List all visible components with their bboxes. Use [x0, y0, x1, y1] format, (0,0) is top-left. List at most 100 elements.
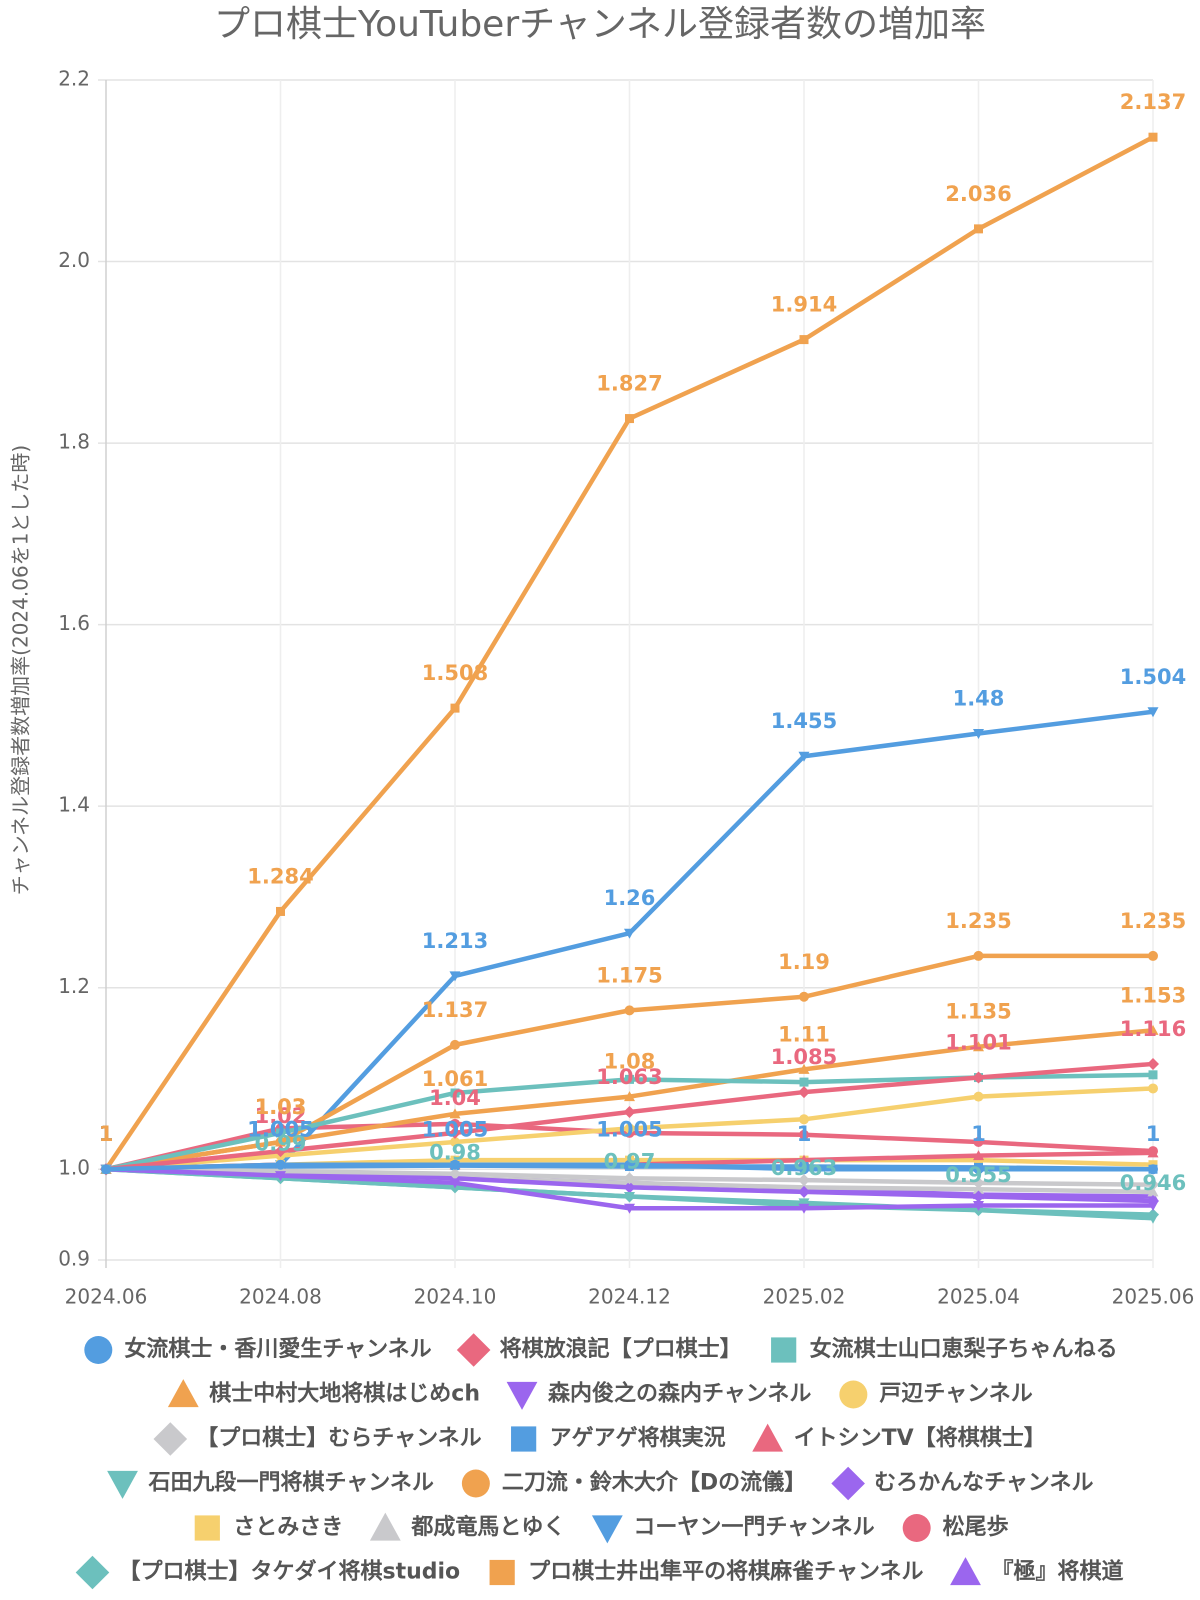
x-tick-label: 2024.06 [65, 1285, 148, 1309]
data-point [799, 1129, 809, 1140]
data-point [1147, 1201, 1159, 1212]
data-point [275, 1159, 286, 1170]
data-point [624, 1005, 635, 1016]
y-axis-label: チャンネル登録者数増加率(2024.06を1とした時) [9, 445, 33, 895]
legend-label: 女流棋士・香川愛生チャンネル [124, 1336, 431, 1362]
legend-label: 戸辺チャンネル [879, 1382, 1032, 1407]
data-point [624, 1159, 635, 1170]
data-point [450, 1088, 460, 1098]
data-label: 1 [99, 1122, 114, 1146]
data-point [798, 1203, 810, 1214]
data-point [1147, 1213, 1159, 1224]
data-point [1148, 1164, 1158, 1175]
y-tick-label: 1.8 [58, 430, 90, 454]
legend-label: むろかんなチャンネル [874, 1471, 1093, 1496]
legend-marker [75, 1555, 110, 1590]
data-point [974, 224, 983, 234]
data-label: 1.116 [1120, 1017, 1186, 1041]
data-point [450, 703, 460, 713]
data-point [972, 1176, 985, 1189]
data-label: 1.085 [771, 1045, 837, 1069]
data-label: 0.98 [429, 1140, 481, 1164]
data-label: 1 [1146, 1122, 1161, 1146]
legend-marker [752, 1423, 784, 1452]
data-label: 1.175 [596, 963, 662, 987]
data-point [972, 1190, 985, 1203]
data-label: 1.04 [429, 1086, 481, 1110]
legend-label: 将棋放浪記【プロ棋士】 [500, 1336, 742, 1362]
data-label: 1 [797, 1122, 812, 1146]
data-label: 1.48 [953, 687, 1005, 711]
data-point [973, 1137, 984, 1147]
data-label: 2.137 [1120, 90, 1186, 114]
y-tick-label: 1.2 [58, 974, 90, 998]
data-point [1148, 1070, 1158, 1080]
data-point [798, 1198, 810, 1209]
data-point [1147, 1186, 1159, 1197]
chart-title: プロ棋士YouTuberチャンネル登録者数の増加率 [214, 4, 986, 45]
data-label: 1.061 [422, 1067, 488, 1091]
legend-label: 二刀流・鈴木大介【Dの流儀】 [502, 1470, 806, 1496]
data-point [973, 1041, 984, 1052]
data-point [449, 971, 461, 982]
y-tick-label: 1.0 [58, 1156, 90, 1180]
data-point [1147, 1147, 1159, 1158]
legend-marker [194, 1515, 220, 1541]
legend-item: コーヤン一門チャンネル [591, 1515, 875, 1544]
legend-label: アゲアゲ将棋実況 [550, 1425, 726, 1451]
legend-marker [591, 1515, 623, 1544]
data-point [799, 991, 809, 1002]
data-label: 1 [99, 1122, 114, 1146]
y-tick-label: 0.9 [58, 1247, 90, 1271]
data-label: 1.11 [778, 1022, 830, 1046]
data-label: 1.153 [1120, 983, 1186, 1007]
data-point [973, 1150, 984, 1161]
data-point [276, 1128, 285, 1138]
data-label: 2.036 [945, 182, 1011, 206]
data-point [1148, 1083, 1158, 1094]
data-point [1147, 707, 1159, 718]
data-point [101, 1164, 111, 1175]
data-label: 1.005 [596, 1118, 662, 1142]
data-point [798, 1174, 810, 1187]
data-point [799, 1164, 809, 1175]
x-tick-label: 2024.10 [414, 1285, 497, 1309]
data-label: 1 [99, 1122, 114, 1146]
data-point [1147, 1057, 1159, 1070]
data-point [450, 1118, 460, 1129]
data-point [624, 1191, 635, 1202]
data-label: 1.005 [247, 1118, 313, 1142]
legend-label: 棋士中村大地将棋はじめch [209, 1381, 480, 1407]
legend-item: むろかんなチャンネル [831, 1466, 1093, 1501]
data-point [276, 906, 285, 916]
data-point [974, 1155, 983, 1165]
x-tick-label: 2025.04 [937, 1285, 1020, 1309]
data-point [799, 1077, 809, 1087]
legend-item: プロ棋士井出隼平の将棋麻雀チャンネル [489, 1559, 924, 1586]
data-label: 1 [99, 1122, 114, 1146]
legend-item: 松尾歩 [902, 1514, 1009, 1542]
data-label: 1.03 [255, 1095, 307, 1119]
legend-item: 女流棋士・香川愛生チャンネル [84, 1336, 432, 1364]
legend-item: 【プロ棋士】むらチャンネル [153, 1422, 482, 1456]
data-point [275, 1171, 286, 1182]
legend-marker [167, 1379, 199, 1408]
legend-label: 松尾歩 [943, 1515, 1009, 1540]
legend-marker [107, 1470, 138, 1499]
data-label: 1 [971, 1122, 986, 1146]
legend-item: 戸辺チャンネル [839, 1380, 1033, 1409]
data-point [623, 1172, 636, 1185]
legend-marker [153, 1422, 188, 1456]
data-label: 1.914 [771, 293, 837, 317]
data-point [450, 1039, 460, 1050]
x-tick-label: 2024.08 [239, 1285, 322, 1309]
data-label: 0.97 [604, 1149, 656, 1173]
legend-marker [950, 1557, 981, 1586]
data-point [1148, 950, 1158, 961]
legend-item: 将棋放浪記【プロ棋士】 [456, 1333, 742, 1367]
data-label: 1.284 [247, 864, 313, 888]
data-point [623, 1181, 636, 1194]
legend-item: 女流棋士山口恵梨子ちゃんねる [771, 1336, 1118, 1363]
data-point [1148, 132, 1158, 142]
data-point [798, 1185, 810, 1198]
